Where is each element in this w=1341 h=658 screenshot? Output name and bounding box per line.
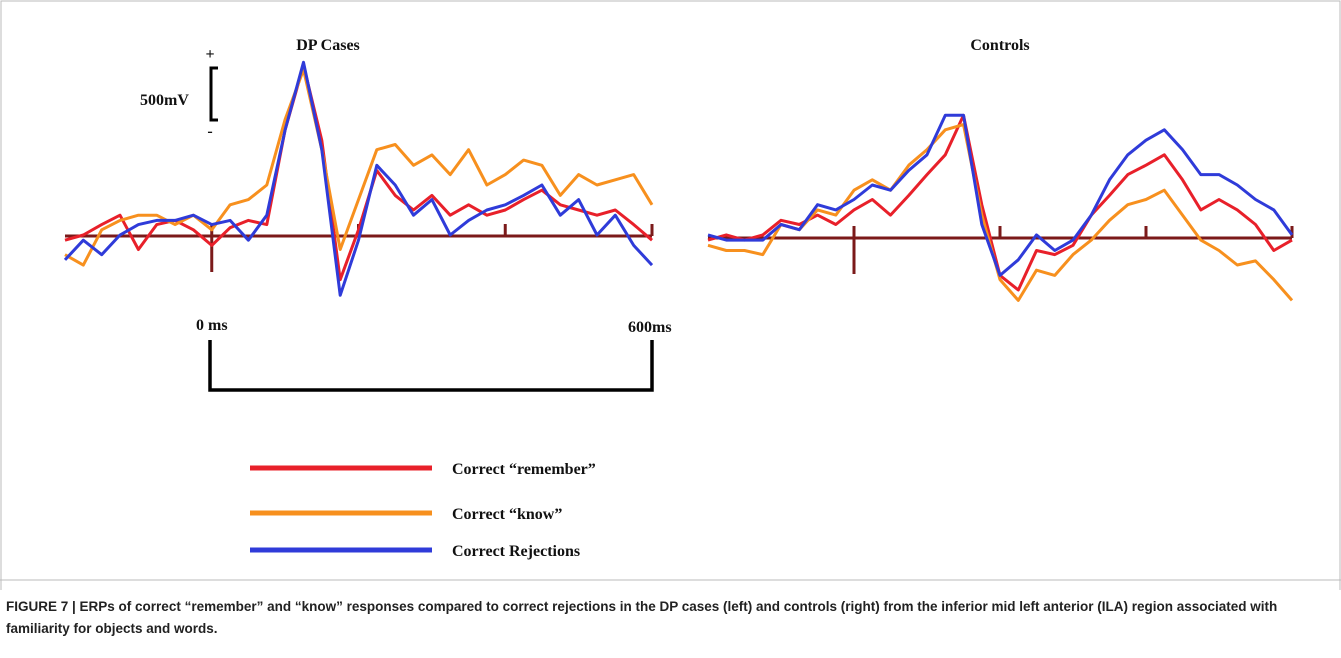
erp-line xyxy=(64,68,654,267)
legend-label: Correct Rejections xyxy=(452,543,580,560)
time-bar xyxy=(208,340,654,392)
erp-line xyxy=(64,63,653,282)
erp-line xyxy=(707,113,1293,292)
legend-label: Correct “know” xyxy=(452,506,562,523)
time-start-label: 0 ms xyxy=(196,317,228,334)
chart-title: Controls xyxy=(970,37,1029,54)
plus-label: + xyxy=(205,46,214,63)
time-end-label: 600ms xyxy=(628,319,672,336)
erp-line xyxy=(707,113,1294,277)
caption: FIGURE 7 | ERPs of correct “remember” an… xyxy=(6,599,1278,636)
chart-title: DP Cases xyxy=(296,37,360,54)
minus-label: - xyxy=(207,123,212,140)
frame xyxy=(0,0,1341,590)
voltage-label: 500mV xyxy=(140,92,189,109)
figure: + - 500mV 0 ms 600ms DP Cases Controls Cor… xyxy=(0,0,1341,590)
legend-label: Correct “remember” xyxy=(452,461,596,478)
voltage-bar xyxy=(209,66,218,122)
erp-line xyxy=(63,60,654,297)
